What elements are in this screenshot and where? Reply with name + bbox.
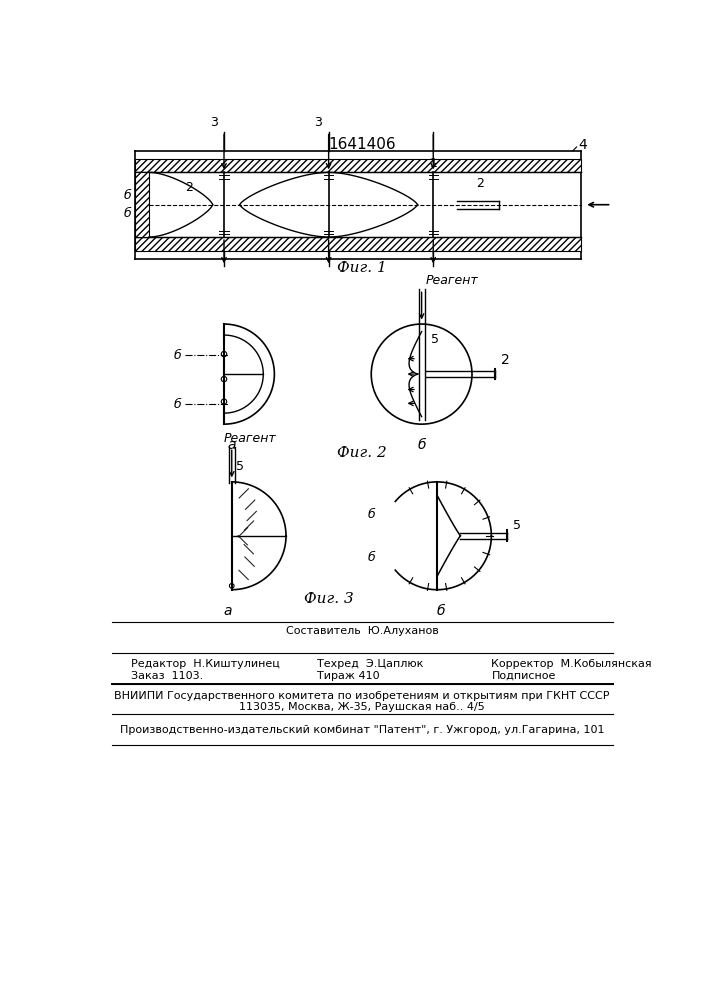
Text: 4: 4 bbox=[578, 138, 587, 152]
Text: Заказ  1103.: Заказ 1103. bbox=[131, 671, 203, 681]
Text: 5: 5 bbox=[236, 460, 245, 473]
Text: б: б bbox=[123, 207, 131, 220]
Text: б: б bbox=[174, 349, 182, 362]
Bar bbox=[135, 172, 149, 237]
Text: Производственно-издательский комбинат "Патент", г. Ужгород, ул.Гагарина, 101: Производственно-издательский комбинат "П… bbox=[119, 725, 604, 735]
Bar bbox=[135, 237, 580, 251]
Text: б: б bbox=[417, 438, 426, 452]
Text: Редактор  Н.Киштулинец: Редактор Н.Киштулинец bbox=[131, 659, 280, 669]
Text: а: а bbox=[228, 438, 236, 452]
Bar bbox=[135, 158, 580, 172]
Text: б: б bbox=[123, 189, 131, 202]
Text: 5: 5 bbox=[513, 519, 521, 532]
Text: 1641406: 1641406 bbox=[328, 137, 396, 152]
Text: 2: 2 bbox=[501, 353, 510, 367]
Text: Фиг. 2: Фиг. 2 bbox=[337, 446, 387, 460]
Text: 5: 5 bbox=[431, 333, 439, 346]
Text: б: б bbox=[368, 551, 375, 564]
Text: б: б bbox=[174, 398, 182, 411]
Text: Корректор  М.Кобылянская: Корректор М.Кобылянская bbox=[491, 659, 652, 669]
Text: Техред  Э.Цаплюк: Техред Э.Цаплюк bbox=[317, 659, 423, 669]
Text: б: б bbox=[437, 604, 445, 618]
Text: Подписное: Подписное bbox=[491, 671, 556, 681]
Text: б: б bbox=[368, 508, 375, 521]
Text: Реагент: Реагент bbox=[426, 274, 478, 287]
Text: 3: 3 bbox=[315, 116, 322, 129]
Text: 3: 3 bbox=[210, 116, 218, 129]
Text: Составитель  Ю.Алуханов: Составитель Ю.Алуханов bbox=[286, 626, 438, 636]
Text: Тираж 410: Тираж 410 bbox=[317, 671, 380, 681]
Text: 2: 2 bbox=[476, 177, 484, 190]
Text: Фиг. 1: Фиг. 1 bbox=[337, 261, 387, 275]
Text: а: а bbox=[223, 604, 232, 618]
Text: 113035, Москва, Ж-35, Раушская наб.. 4/5: 113035, Москва, Ж-35, Раушская наб.. 4/5 bbox=[239, 702, 485, 712]
Text: Фиг. 3: Фиг. 3 bbox=[304, 592, 354, 606]
Text: 1: 1 bbox=[429, 157, 437, 170]
Text: Реагент: Реагент bbox=[224, 432, 276, 445]
Text: 2: 2 bbox=[185, 181, 193, 194]
Text: ВНИИПИ Государственного комитета по изобретениям и открытиям при ГКНТ СССР: ВНИИПИ Государственного комитета по изоб… bbox=[115, 691, 609, 701]
